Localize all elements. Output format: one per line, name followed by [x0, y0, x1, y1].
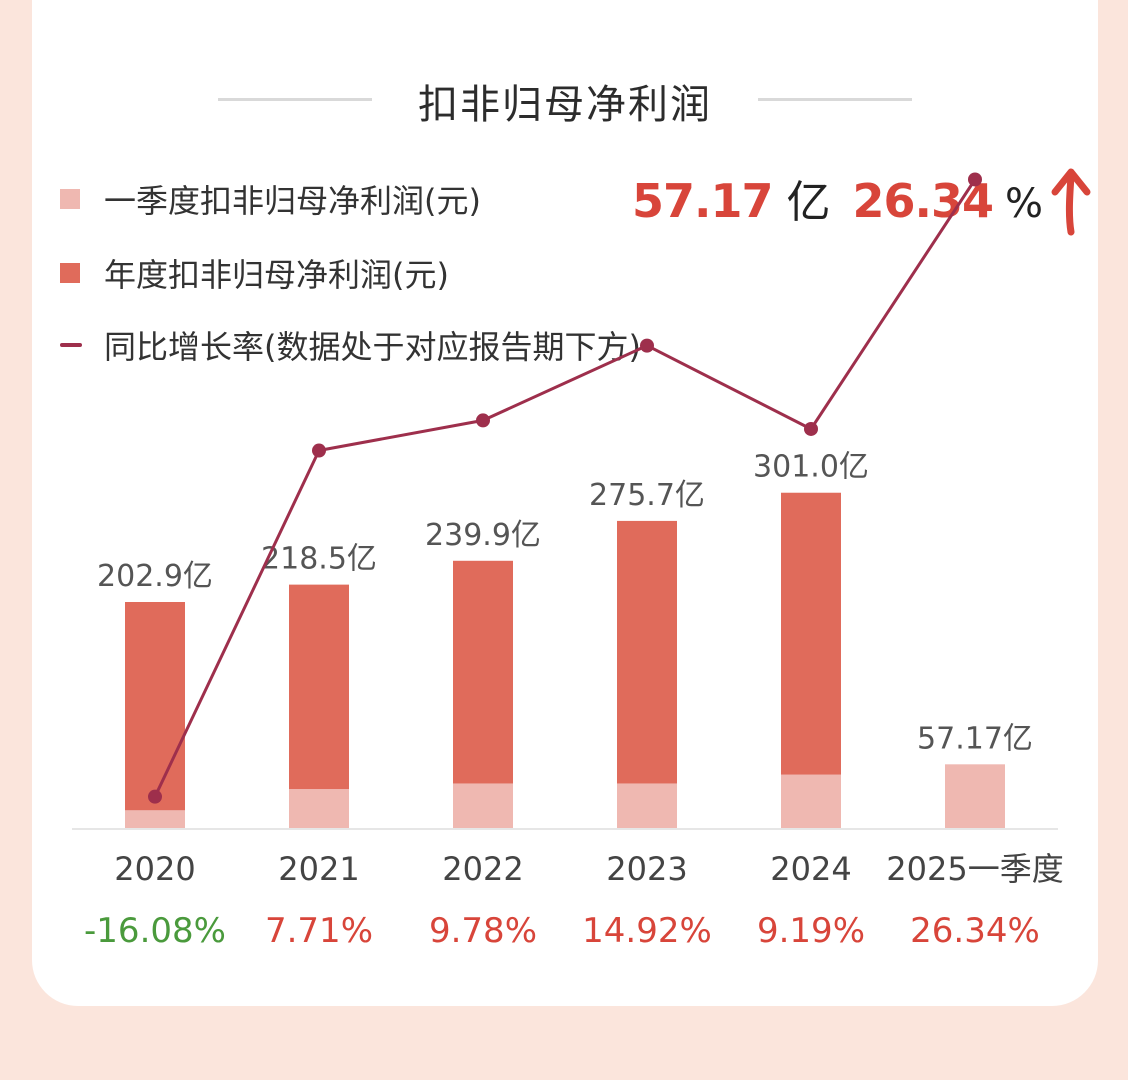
q1-bar [289, 789, 349, 828]
q1-bar [617, 783, 677, 828]
growth-point [476, 413, 490, 428]
q1-bar [781, 774, 841, 828]
title-divider-right [758, 98, 912, 101]
growth-rate-label: 7.71% [265, 911, 373, 951]
legend-label-annual: 年度扣非归母净利润(元) [104, 256, 449, 294]
growth-rate-label: 9.78% [429, 911, 537, 951]
bar-value-label: 301.0亿 [753, 450, 869, 485]
chart-card: 扣非归母净利润 一季度扣非归母净利润(元) 年度扣非归母净利润(元) 同比增长率… [32, 0, 1098, 1006]
legend-swatch-q1 [60, 189, 80, 209]
legend-swatch-growth [60, 343, 82, 347]
annual-bar [617, 520, 677, 828]
growth-point [804, 421, 818, 436]
legend-label-q1: 一季度扣非归母净利润(元) [104, 182, 481, 220]
bar-value-label: 57.17亿 [917, 721, 1033, 756]
growth-point [968, 172, 982, 187]
growth-point [148, 789, 162, 804]
legend-item-q1: 一季度扣非归母净利润(元) [60, 176, 481, 222]
bar-value-label: 275.7亿 [589, 478, 705, 513]
x-tick-label: 2024 [770, 850, 851, 888]
up-arrow-icon [1051, 168, 1091, 236]
title-row: 扣非归母净利润 [32, 68, 1098, 128]
legend-item-annual: 年度扣非归母净利润(元) [60, 250, 449, 296]
legend-item-growth: 同比增长率(数据处于对应报告期下方) [60, 322, 641, 368]
bar-value-label: 202.9亿 [97, 559, 213, 594]
summary-value: 57.17 [632, 174, 774, 228]
x-tick-label: 2022 [442, 850, 523, 888]
annual-bar [289, 584, 349, 828]
legend-label-growth: 同比增长率(数据处于对应报告期下方) [104, 328, 641, 366]
growth-rate-label: 14.92% [582, 911, 712, 951]
chart-title: 扣非归母净利润 [418, 82, 712, 128]
x-tick-label: 2020 [114, 850, 195, 888]
chart-plot: 202.9亿 2020 -16.08% 218.5亿 2021 7.71% 239.9亿 20… [72, 172, 1064, 951]
x-tick-label: 2021 [278, 850, 359, 888]
summary-unit: 亿 [786, 177, 831, 228]
summary-rate-unit: % [1005, 181, 1044, 227]
x-tick-label: 2025一季度 [886, 850, 1063, 888]
growth-point [640, 338, 654, 353]
bar-value-label: 218.5亿 [261, 542, 377, 577]
q1-bar [125, 810, 185, 828]
annual-bar [781, 492, 841, 828]
q1-bar [453, 783, 513, 828]
legend-swatch-annual [60, 263, 80, 283]
title-divider-left [218, 98, 372, 101]
x-tick-label: 2023 [606, 850, 687, 888]
growth-rate-label: 26.34% [910, 911, 1040, 951]
growth-line [153, 178, 977, 798]
growth-point [312, 443, 326, 458]
growth-rate-label: 9.19% [757, 911, 865, 951]
bar-value-label: 239.9亿 [425, 518, 541, 553]
q1-bar [945, 764, 1005, 828]
growth-rate-label: -16.08% [84, 911, 226, 951]
